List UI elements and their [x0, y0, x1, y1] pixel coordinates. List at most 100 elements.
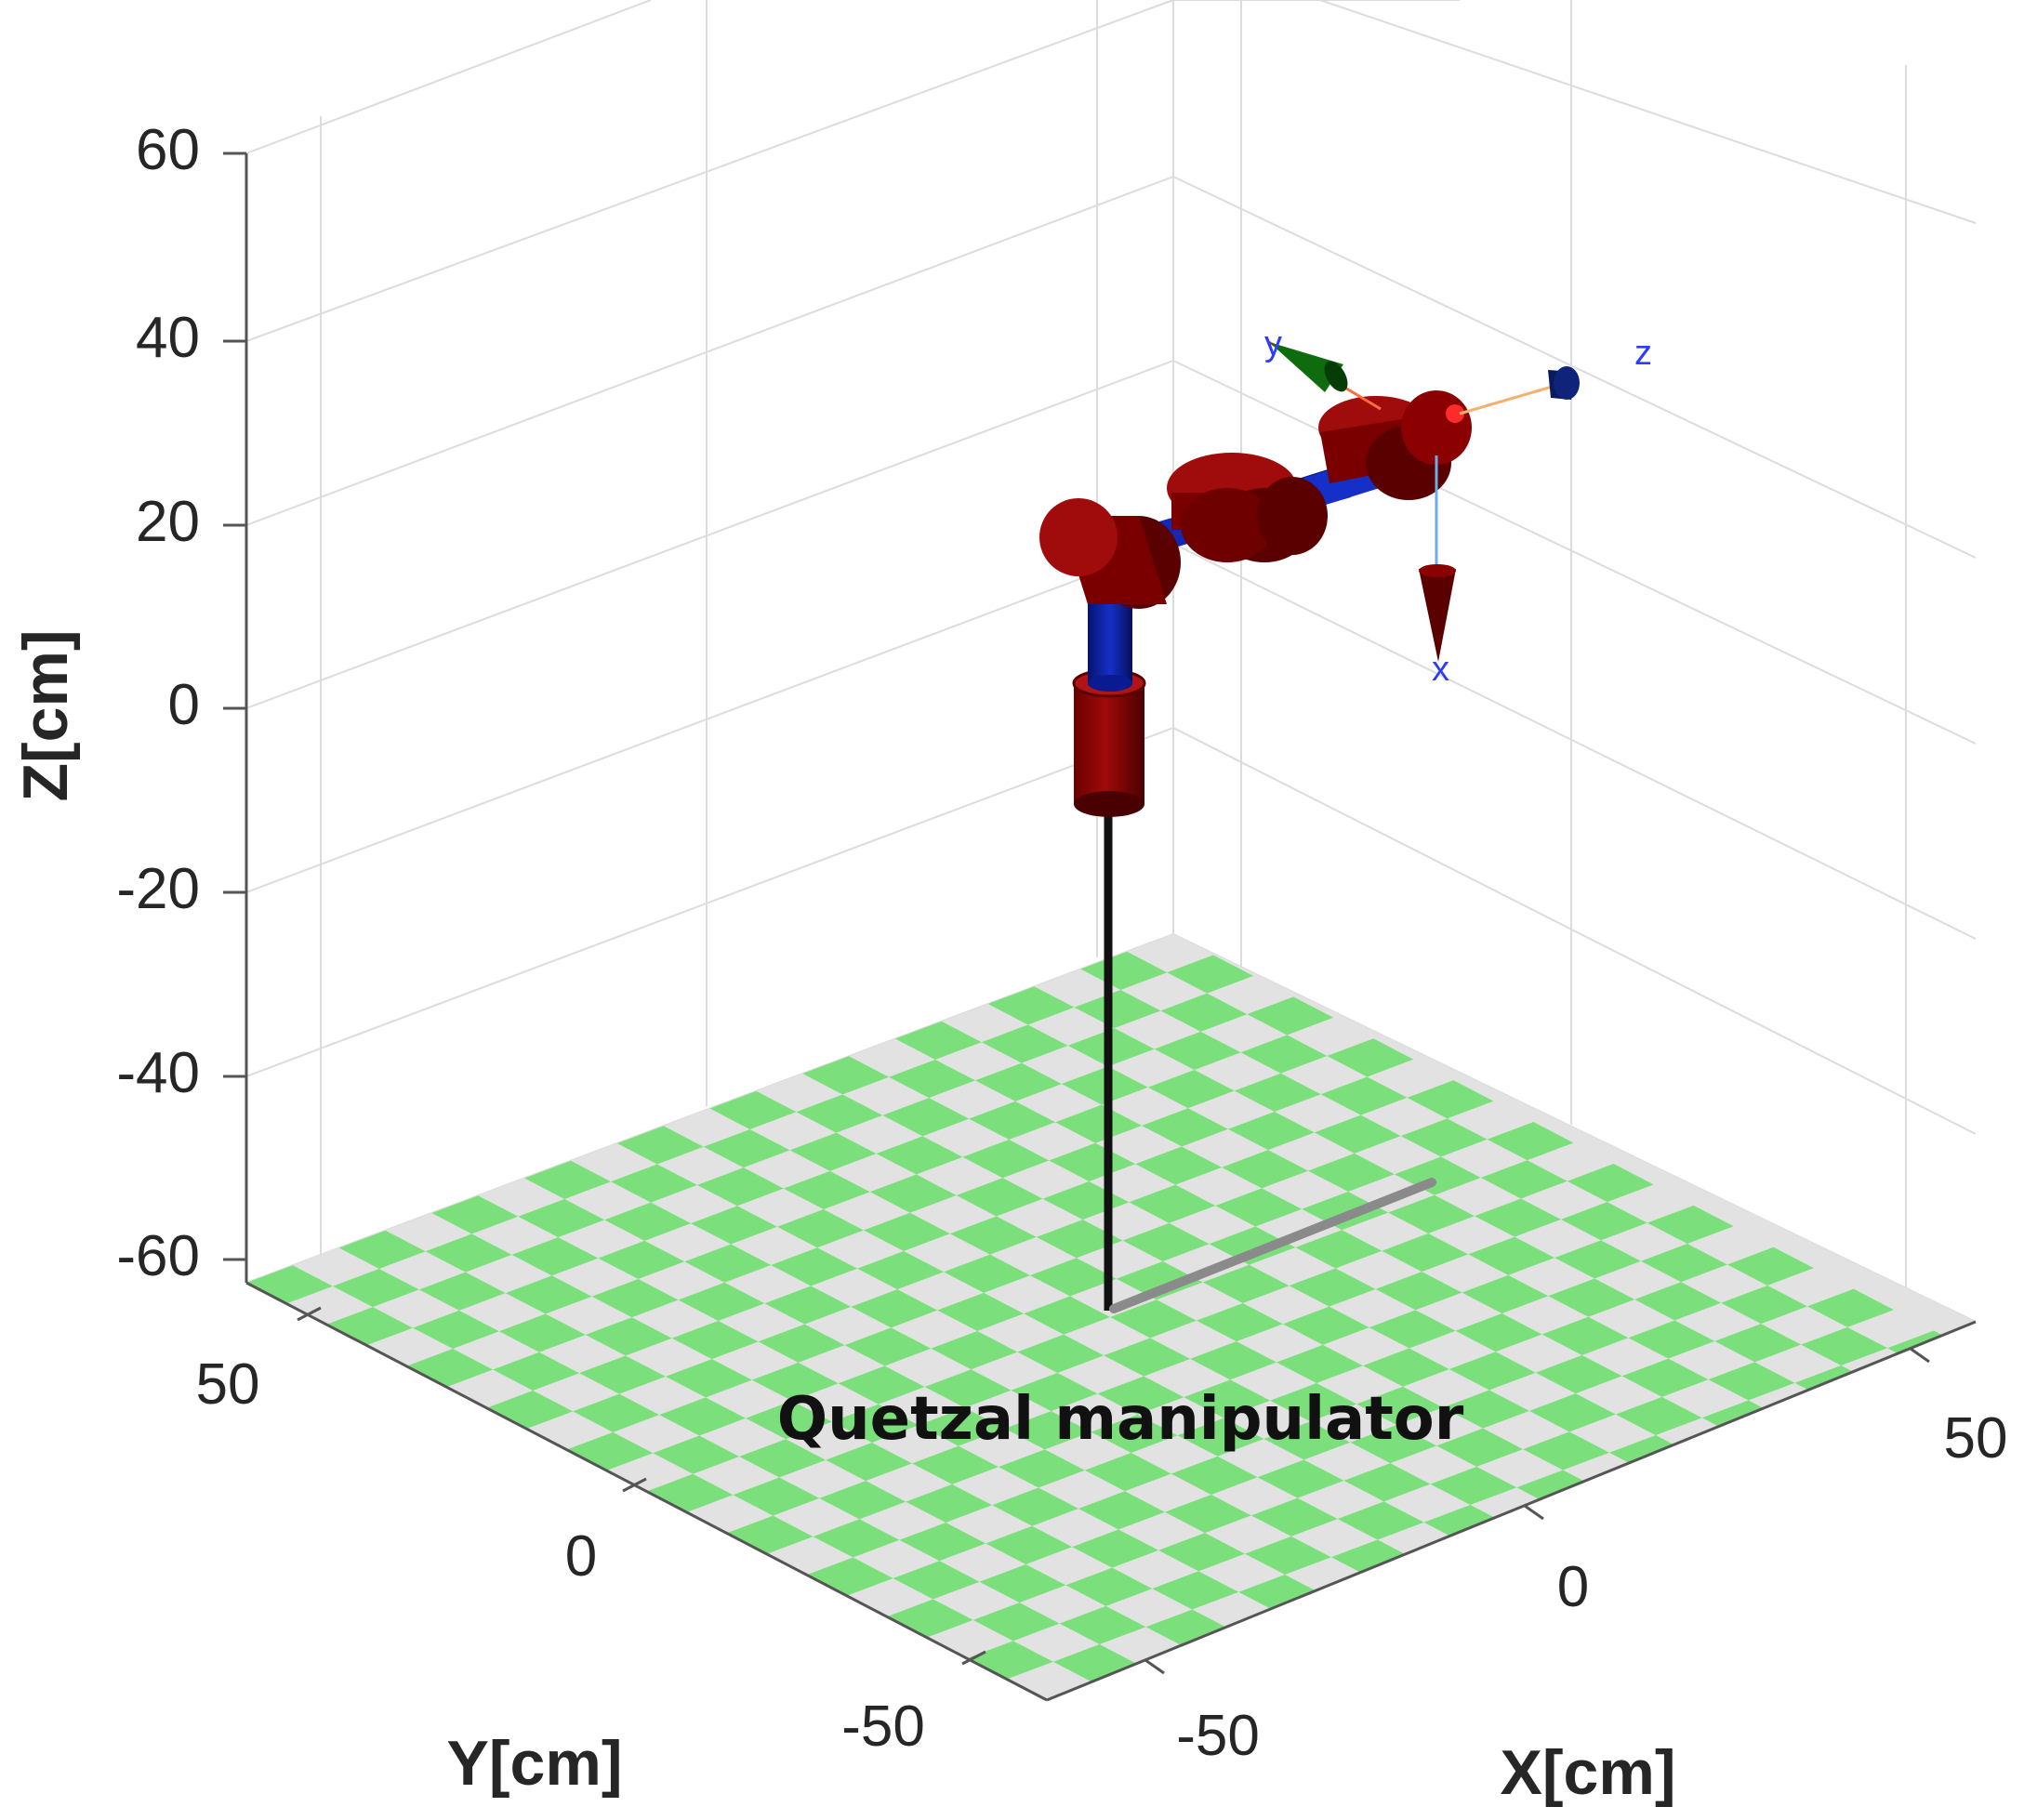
y-axis-ticks: 50 0 -50: [196, 1306, 986, 1759]
floor-tile: [671, 1320, 759, 1360]
floor-tile: [616, 1126, 704, 1165]
floor-tile: [851, 1289, 938, 1328]
floor-tile: [413, 1310, 499, 1350]
floor-tile: [1375, 1272, 1462, 1311]
floor-tile: [886, 1599, 973, 1638]
end-effector-frame: y z x: [1264, 324, 1652, 689]
floor-tile: [524, 1160, 611, 1199]
floor-tile: [646, 1473, 734, 1512]
frame-y-arrow: [1269, 342, 1343, 392]
floor-tile: [981, 1024, 1068, 1063]
shoulder-joint: [1039, 498, 1181, 609]
floor-tile: [604, 1202, 692, 1241]
frame-z-label: z: [1634, 334, 1652, 373]
floor-tile: [1430, 1466, 1517, 1506]
floor-tile: [1116, 1261, 1203, 1300]
floor-tile: [992, 1487, 1078, 1526]
z-tick-label: -20: [116, 857, 200, 921]
floor-tile: [1250, 1497, 1338, 1536]
floor-tile: [956, 1178, 1043, 1217]
floor-tile: [882, 1098, 970, 1137]
floor-tile: [746, 1401, 832, 1440]
floor-tile: [1289, 1268, 1376, 1307]
floor-tile: [726, 1515, 814, 1554]
floor-tile: [802, 1056, 890, 1095]
frame-y-label: y: [1264, 324, 1282, 363]
floor-tile: [838, 1365, 925, 1405]
floor-tile: [912, 1445, 999, 1484]
floor-tile: [1295, 1230, 1382, 1269]
floor-tile: [1647, 1205, 1734, 1245]
floor-tile: [1110, 1299, 1197, 1339]
floor-tile: [1350, 1424, 1437, 1464]
floor-tile: [1487, 1122, 1574, 1161]
floor-tile: [1615, 1396, 1702, 1436]
floor-tile: [1234, 1073, 1321, 1112]
floor-tile: [962, 1140, 1050, 1179]
floor-tile: [826, 1442, 912, 1482]
floor-tile: [1036, 1220, 1123, 1259]
floor-tile: [899, 1523, 986, 1562]
floor-tile: [813, 1519, 900, 1558]
floor-tile: [966, 1641, 1053, 1680]
floor-tile: [1535, 1354, 1622, 1394]
floor-tile: [1548, 1278, 1635, 1317]
floor-tile: [678, 1282, 765, 1321]
floor-tile: [1055, 1104, 1142, 1143]
floor-tile: [665, 1359, 752, 1398]
floor-tile: [1065, 1567, 1153, 1606]
z-axis-label: Z[cm]: [10, 629, 81, 801]
floor-tile: [777, 1209, 864, 1248]
floor-tile: [869, 1174, 957, 1213]
floor-tile: [1167, 955, 1254, 994]
floor-tile: [1475, 1198, 1561, 1237]
floor-tile: [1302, 1192, 1389, 1231]
floor-tile: [1362, 1348, 1449, 1387]
floor-tile: [1158, 1533, 1245, 1572]
floor-tile: [1560, 1202, 1647, 1241]
floor-tile: [486, 1390, 574, 1430]
y-tick-label: 0: [565, 1524, 597, 1589]
floor-tile: [1407, 1080, 1494, 1119]
floor-tile: [1222, 1150, 1308, 1189]
floor-tile: [893, 1561, 980, 1600]
floor-tile: [771, 1247, 858, 1286]
floor-tile: [924, 1369, 1012, 1408]
floor-tile: [1641, 1244, 1727, 1283]
floor-tile: [1721, 1285, 1807, 1325]
y-axis-label: Y[cm]: [447, 1728, 623, 1799]
floor-tile: [431, 1195, 519, 1234]
floor-tile: [806, 1557, 893, 1596]
z-axis-ticks: 60 40 20 0 -20 -40 -60: [116, 118, 246, 1288]
y-tick-label: 50: [196, 1352, 260, 1417]
floor-checker-tiles: [246, 951, 1974, 1683]
floor-tile: [659, 1397, 746, 1436]
floor-tile: [1091, 1414, 1178, 1454]
background-grid: [245, 0, 1977, 1323]
robot-arm: [1039, 390, 1472, 817]
floor-tile: [1807, 1288, 1894, 1327]
floor-tile: [733, 1477, 820, 1516]
floor-tile: [406, 1349, 494, 1388]
wrist-joint-1: [1257, 477, 1328, 555]
z-tick-label: -60: [116, 1224, 200, 1288]
floor-tile: [1400, 1118, 1488, 1157]
floor-tile: [931, 1331, 1018, 1370]
floor-tile: [566, 1431, 654, 1471]
floor-tile: [1024, 1296, 1110, 1335]
floor-tile: [418, 1272, 506, 1311]
floor-tile: [591, 1279, 679, 1318]
floor-tile: [1049, 1142, 1136, 1181]
floor-tile: [758, 1324, 845, 1363]
floor-tile: [1177, 1418, 1264, 1457]
checkered-floor: [246, 934, 1976, 1700]
floor-tile: [709, 1090, 797, 1129]
floor-tile: [906, 1484, 993, 1523]
floor-tile: [1436, 1428, 1524, 1467]
floor-tile: [844, 1327, 932, 1366]
floor-tile: [1245, 1536, 1331, 1576]
floor-tile: [332, 1268, 419, 1308]
floor-tile: [1455, 1313, 1542, 1352]
floor-tile: [1129, 1184, 1216, 1223]
